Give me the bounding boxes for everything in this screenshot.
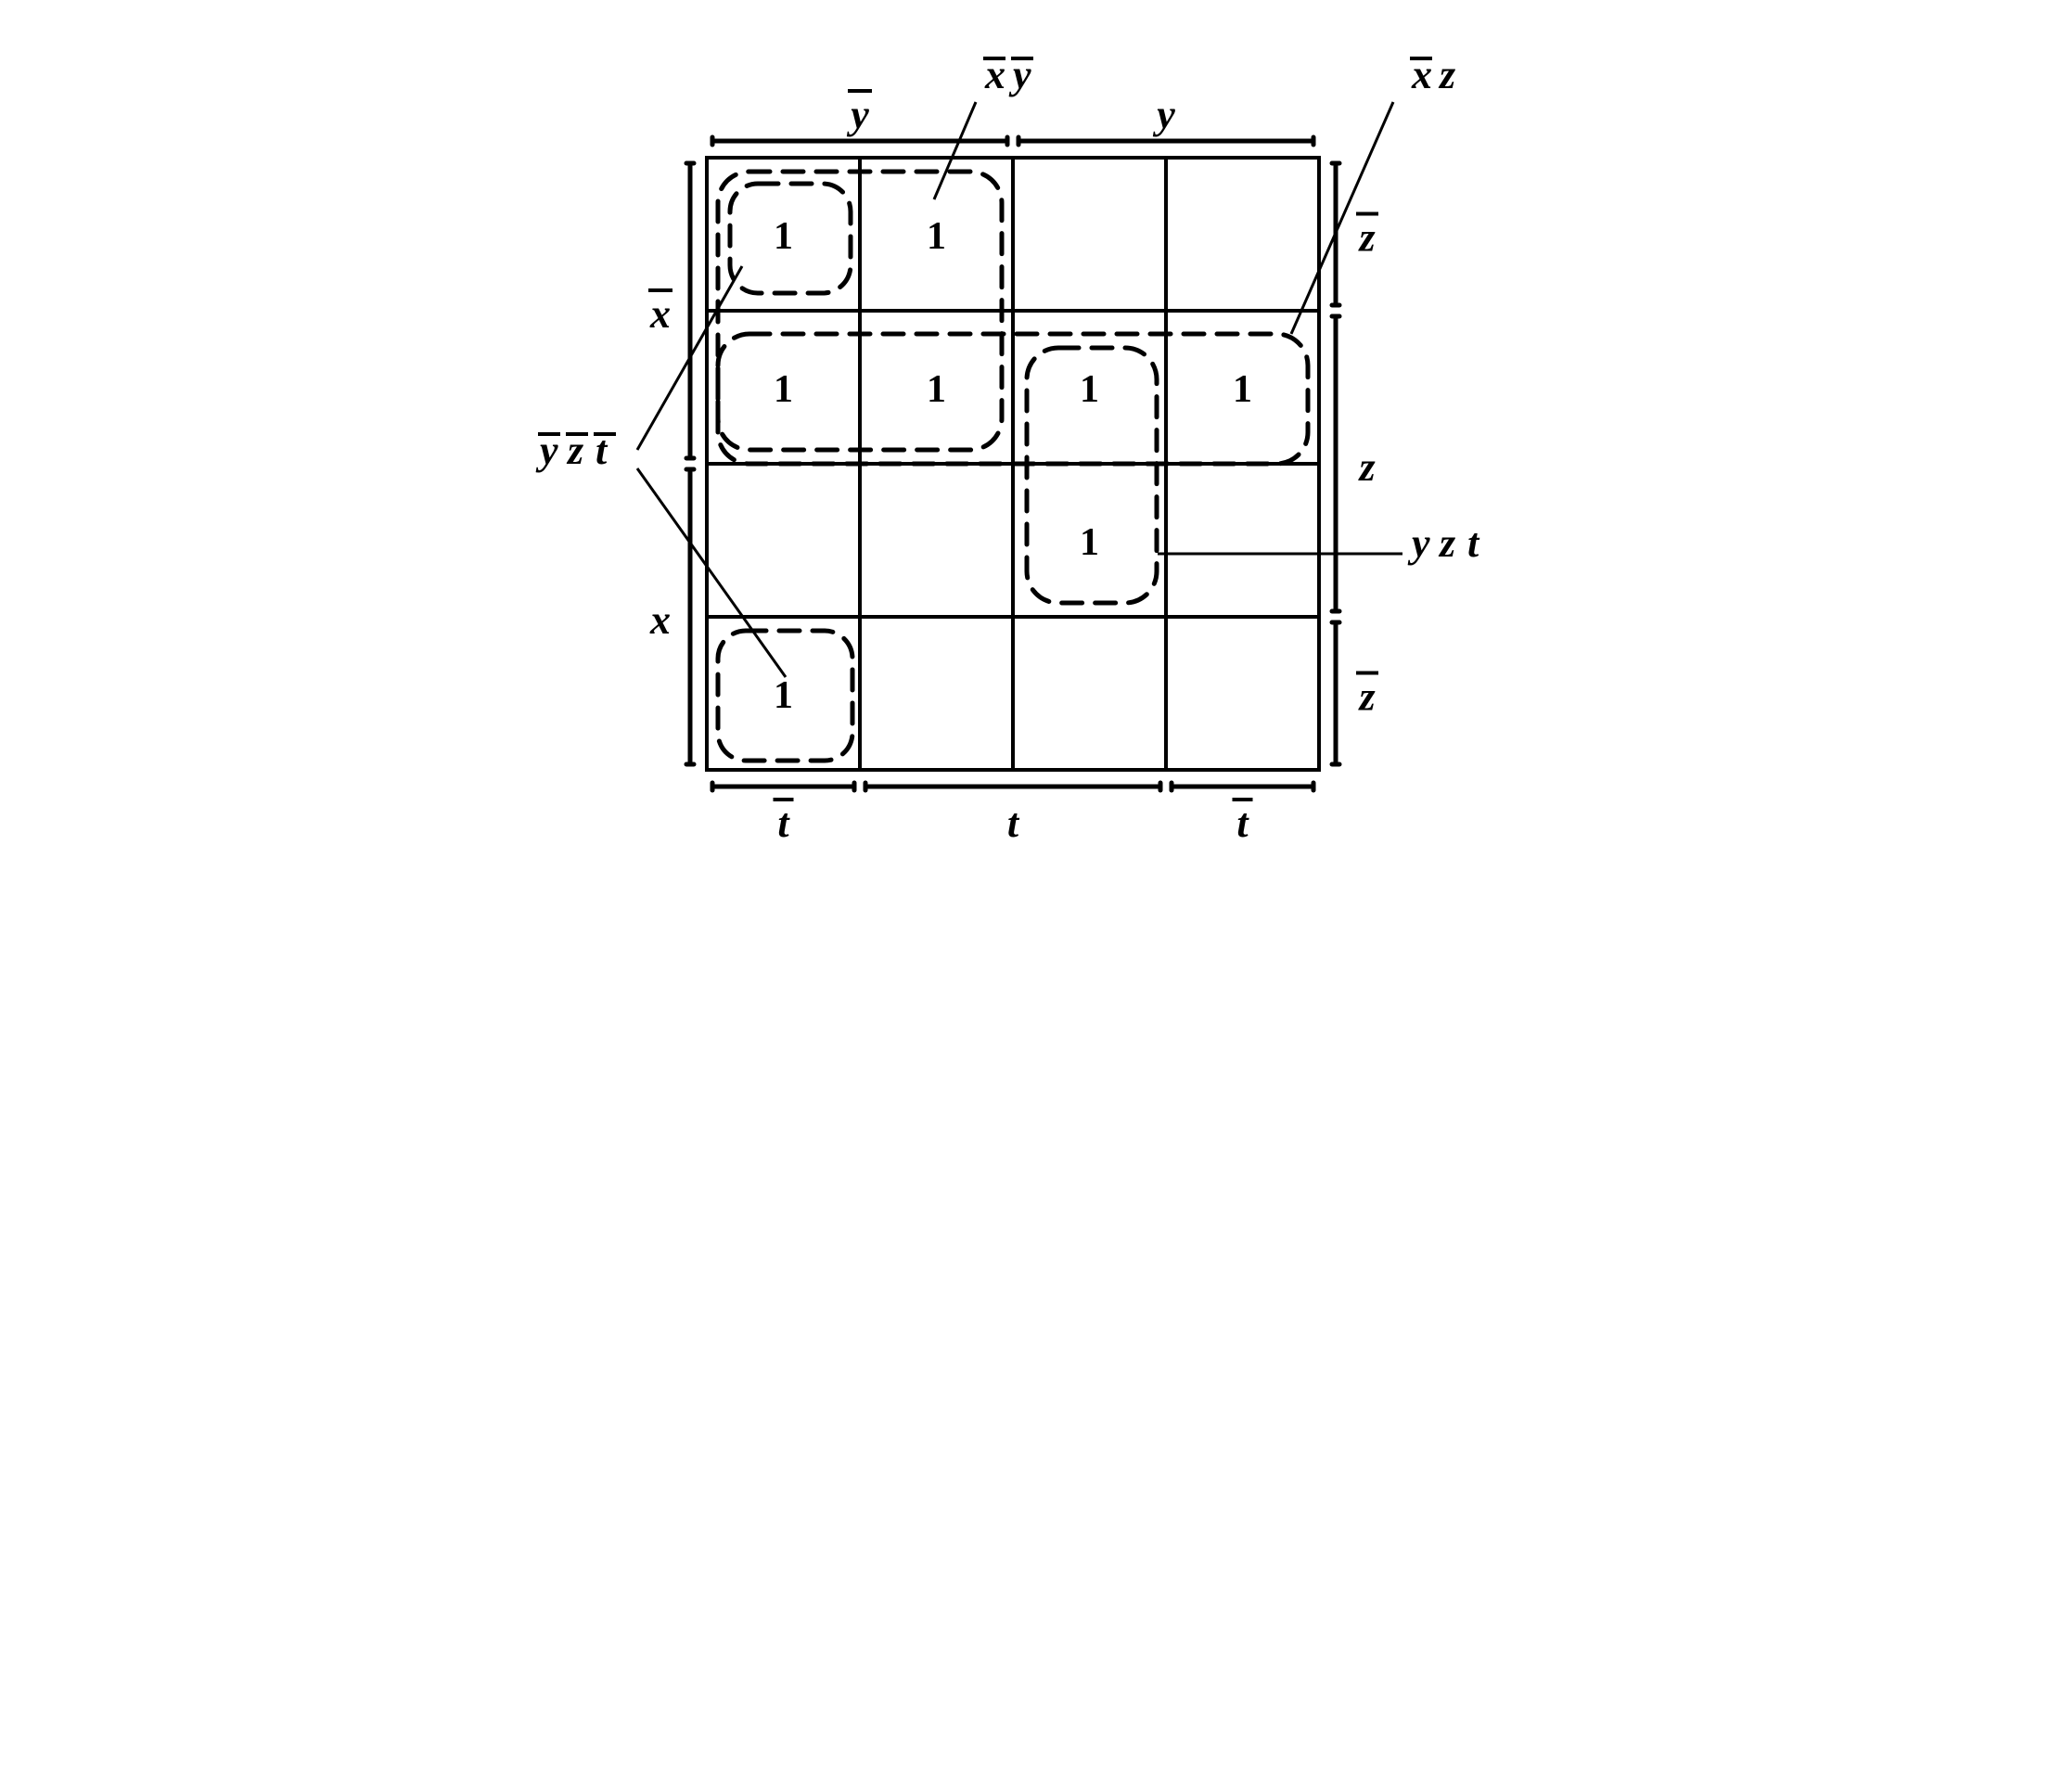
svg-text:1: 1	[927, 215, 946, 258]
svg-text:x: x	[649, 597, 671, 643]
svg-text:z: z	[1438, 520, 1455, 566]
svg-text:z: z	[1357, 674, 1375, 720]
svg-text:y: y	[1152, 92, 1175, 137]
svg-text:z: z	[1357, 215, 1375, 261]
svg-text:1: 1	[774, 674, 793, 717]
svg-text:1: 1	[1080, 368, 1099, 411]
svg-text:z: z	[1357, 444, 1375, 490]
svg-text:t: t	[777, 800, 790, 846]
svg-text:1: 1	[1233, 368, 1252, 411]
svg-text:z: z	[1438, 52, 1455, 97]
svg-text:1: 1	[1080, 521, 1099, 564]
svg-text:1: 1	[774, 368, 793, 411]
svg-text:1: 1	[927, 368, 946, 411]
svg-text:t: t	[1006, 800, 1019, 846]
svg-text:t: t	[1467, 520, 1480, 566]
svg-text:y: y	[846, 92, 869, 137]
svg-text:1: 1	[774, 215, 793, 258]
kmap-svg: 11111111yytttxxzzzxyxzyztyzt	[521, 37, 1542, 928]
karnaugh-map: 11111111yytttxxzzzxyxzyztyzt	[521, 37, 1542, 928]
svg-text:x: x	[649, 291, 671, 337]
svg-text:t: t	[1236, 800, 1249, 846]
callout-label: yzt	[1407, 520, 1480, 566]
svg-text:y: y	[1407, 520, 1430, 566]
